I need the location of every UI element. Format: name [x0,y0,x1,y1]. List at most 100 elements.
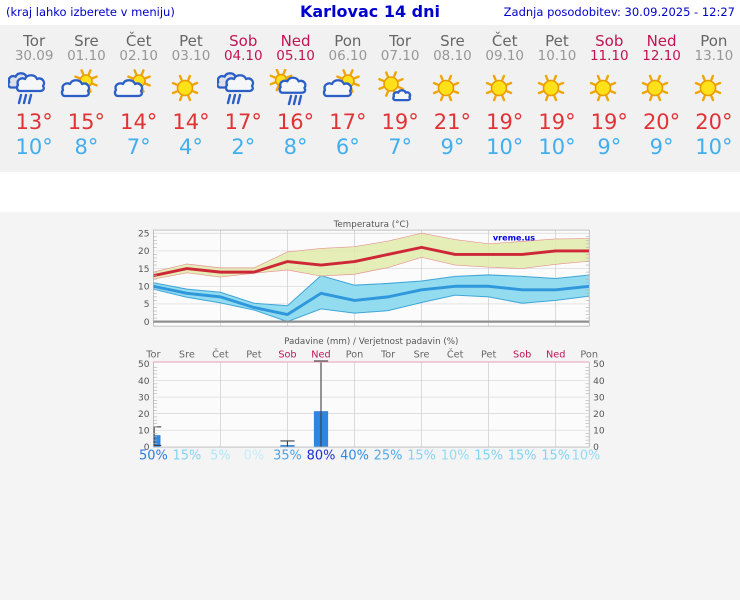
precip-probability: 15% [407,449,436,464]
chart-label: 20 [138,410,150,420]
chart-label: 10 [138,426,150,436]
temp-max: 17° [224,110,262,134]
day-date: 04.10 [223,48,263,64]
weather-icon-sun-cloud [113,69,165,109]
precip-probability: 15% [541,449,570,464]
weather-icon-sun [583,69,635,109]
day-column: Sre 01.10 15° 8° [60,25,112,172]
chart-label: 5 [144,300,150,310]
temp-max: 14° [172,110,210,134]
temp-chart-title: Temperatura (°C) [333,220,409,230]
min-temp-line [153,284,590,316]
chart-label: 20 [138,247,150,257]
weather-icon-sun [165,69,217,109]
chart-label: 0 [144,318,150,328]
precip-day-label: Ned [311,350,330,361]
day-name: Sob [229,32,258,50]
day-date: 05.10 [276,48,315,64]
temp-min: 9° [440,135,465,159]
weather-icon-sun [688,69,740,109]
max-temp-line [153,245,590,278]
temperature-chart: 0 5 10 15 20 25 Temperatura (°C) vreme.us [138,220,590,328]
precip-probability: 40% [340,449,369,464]
day-name: Tor [23,32,46,50]
precip-probability: 0% [244,449,265,464]
temp-min: 4° [179,135,203,159]
chart-label: 50 [593,360,605,370]
chart-label: 10 [138,282,150,292]
weather-icon-sun [426,69,478,109]
precip-chart-title: Padavine (mm) / Verjetnost padavin (%) [284,337,458,347]
temp-max: 20° [642,110,681,134]
precip-bar [153,435,161,447]
temp-max: 16° [276,110,315,134]
temp-min: 2° [231,135,256,159]
day-column: Pon 06.10 17° 6° [322,25,374,172]
temp-min: 6° [335,135,360,159]
temp-max: 21° [433,110,472,134]
charts-section: 0 5 10 15 20 25 Temperatura (°C) vreme.us 0 0 10 10… [0,212,740,600]
temp-min: 9° [597,135,622,159]
day-date: 30.09 [14,48,54,64]
day-date: 08.10 [433,48,472,64]
page-header: (kraj lahko izberete v meniju) Karlovac … [0,0,740,25]
precip-day-label: Sob [278,350,296,361]
precip-day-label: Sre [414,350,430,361]
day-date: 07.10 [380,48,420,64]
chart-label: 10 [593,426,605,436]
temp-max: 15° [67,110,106,134]
precip-day-label: Pet [246,350,261,361]
chart-label: 40 [138,377,150,387]
day-column: Tor 30.09 13° 10° [8,25,60,172]
chart-label: 25 [138,229,150,239]
weather-icon-sun [635,69,687,109]
day-name: Sre [74,32,99,50]
temp-max: 13° [15,110,53,134]
day-column: Ned 12.10 20° 9° [635,25,687,172]
precip-probability: 25% [374,449,403,464]
precip-day-label: Čet [212,348,229,361]
precipitation-chart: 0 0 10 10 20 20 30 30 40 40 50 50 Padavine (mm) / Ve… [138,337,605,464]
weather-icon-sun-small-cloud [374,69,426,109]
precip-probability: 15% [508,449,537,464]
day-column: Tor 07.10 19° 7° [374,25,426,172]
page-title: Karlovac 14 dni [299,2,440,21]
chart-label: 0 [144,443,150,453]
precip-day-label: Čet [447,348,464,361]
watermark: vreme.us [493,232,535,242]
day-column: Čet 02.10 14° 7° [113,25,165,172]
day-name: Pet [545,32,569,50]
last-update: Zadnja posodobitev: 30.09.2025 - 12:27 [503,5,735,19]
day-name: Sob [595,32,624,50]
temp-max: 19° [381,110,419,134]
forecast-strip: Tor 30.09 13° 10° Sre 01.10 15° 8° Čet 02.10 14° 7°… [0,25,740,172]
precip-probability: 5% [210,449,231,464]
precip-probability: 80% [307,449,336,464]
chart-label: 40 [593,377,605,387]
temp-min: 10° [695,135,733,159]
day-name: Čet [491,32,518,50]
precip-day-label: Pon [346,350,364,361]
day-date: 11.10 [589,48,629,64]
precip-day-label: Pet [481,350,496,361]
day-date: 03.10 [171,48,211,64]
precip-probability: 15% [474,449,503,464]
temp-max: 17° [329,110,367,134]
day-column: Pet 03.10 14° 4° [165,25,217,172]
precip-day-label: Ned [546,350,565,361]
weather-icon-sun-cloud [60,69,112,109]
temp-max: 14° [120,110,158,134]
location-hint: (kraj lahko izberete v meniju) [6,5,175,19]
chart-label: 30 [593,393,605,403]
precip-probability: 35% [273,449,302,464]
day-name: Čet [125,32,152,50]
weather-charts: 0 5 10 15 20 25 Temperatura (°C) vreme.us 0 0 10 10… [138,220,605,464]
weather-icon-sun [531,69,583,109]
temp-min: 10° [486,135,524,159]
day-name: Sre [440,32,465,50]
temp-min: 7° [388,135,413,159]
temp-min: 8° [283,135,308,159]
day-name: Ned [280,32,311,50]
day-column: Sre 08.10 21° 9° [426,25,478,172]
day-date: 06.10 [328,48,368,64]
